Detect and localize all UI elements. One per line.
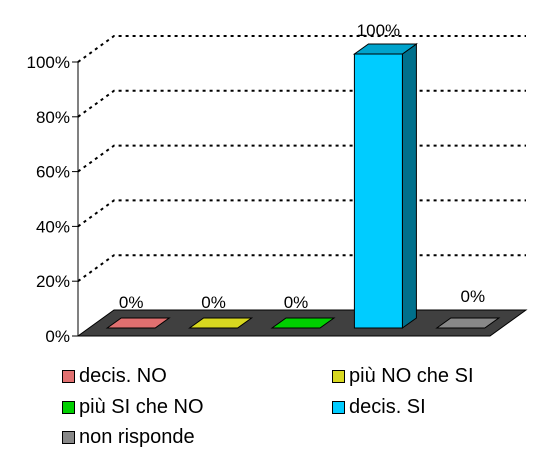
legend-item-non-risponde: non risponde	[62, 425, 195, 449]
y-tick-label: 80%	[36, 108, 70, 127]
legend-swatch	[332, 369, 345, 383]
data-label: 0%	[461, 287, 486, 306]
bar-side	[401, 43, 417, 329]
data-label: 100%	[357, 21, 400, 40]
data-label: 0%	[284, 293, 309, 312]
legend-label: più SI che NO	[79, 395, 204, 418]
gridline	[77, 89, 526, 118]
data-label: 0%	[119, 293, 144, 312]
legend-item-piu-no-che-si: più NO che SI	[332, 364, 474, 388]
legend-label: decis. SI	[349, 395, 426, 418]
bar-top	[435, 317, 501, 329]
gridline	[77, 254, 526, 283]
gridline	[77, 199, 526, 228]
bar-top	[188, 317, 254, 329]
legend-label: più NO che SI	[349, 364, 474, 387]
legend-label: decis. NO	[79, 364, 167, 387]
legend-item-piu-si-che-no: più SI che NO	[62, 395, 204, 419]
y-tick-label: 100%	[27, 53, 70, 72]
legend-label: non risponde	[79, 425, 195, 448]
y-tick-label: 0%	[45, 327, 70, 346]
legend-swatch	[62, 430, 75, 444]
bar-top	[352, 43, 418, 55]
legend-swatch	[62, 369, 75, 383]
data-label: 0%	[201, 293, 226, 312]
bar-top	[270, 317, 336, 329]
bar-chart: 0% 20% 40% 60% 80% 100% 0% 0% 0% 100% 0%	[27, 21, 528, 346]
legend-item-decis-si: decis. SI	[332, 395, 426, 419]
y-tick-label: 40%	[36, 217, 70, 236]
bar	[353, 53, 403, 329]
y-tick-label: 20%	[36, 272, 70, 291]
gridline	[77, 144, 526, 173]
bar-top	[105, 317, 171, 329]
y-tick-label: 60%	[36, 163, 70, 182]
legend-swatch	[332, 400, 345, 414]
legend-item-decis-no: decis. NO	[62, 364, 167, 388]
legend-swatch	[62, 400, 75, 414]
gridline	[77, 35, 526, 63]
